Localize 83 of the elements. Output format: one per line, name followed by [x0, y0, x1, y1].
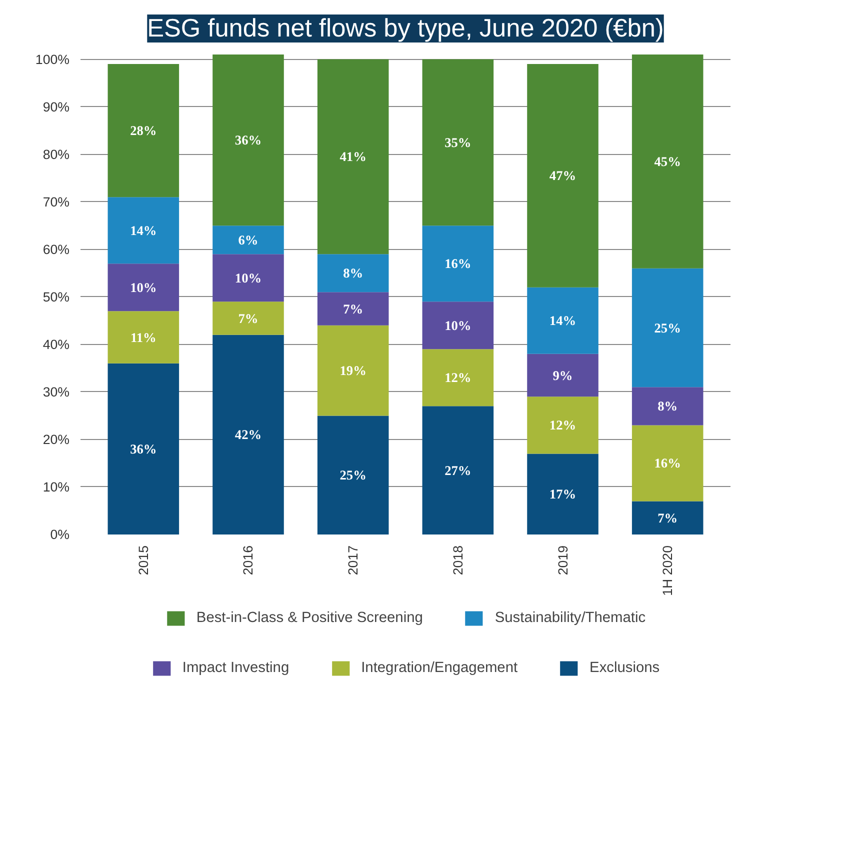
legend-label: Integration/Engagement [361, 660, 518, 676]
x-tick-label: 2015 [136, 545, 151, 576]
y-tick-label: 30% [42, 384, 70, 400]
bar [422, 406, 494, 534]
y-tick-label: 100% [35, 52, 70, 67]
data-label: 42% [234, 427, 262, 442]
data-label: 7% [343, 301, 364, 316]
bar [212, 226, 284, 254]
x-tick-label: 2019 [555, 545, 570, 576]
y-tick-label: 90% [42, 99, 70, 114]
bar [212, 334, 284, 534]
data-label: 28% [130, 123, 157, 138]
data-label: 27% [444, 462, 472, 478]
bar [527, 354, 598, 397]
y-tick-label: 60% [42, 242, 70, 257]
data-label: 16% [654, 456, 681, 471]
data-label: 11% [130, 330, 156, 345]
x-tick-label: 1H 2020 [660, 546, 676, 596]
bar [527, 396, 598, 454]
y-tick-label: 70% [42, 194, 70, 210]
data-label: 9% [552, 368, 573, 383]
data-label: 17% [549, 486, 576, 502]
bar [422, 226, 494, 302]
bar [632, 425, 704, 502]
bar [422, 302, 494, 350]
data-label: 12% [549, 418, 576, 433]
legend-label: Sustainability/Thematic [494, 610, 646, 626]
bar [317, 292, 389, 326]
data-label: 10% [130, 280, 157, 295]
bar [108, 363, 180, 534]
data-label: 41% [340, 149, 366, 164]
data-label: 35% [444, 134, 472, 150]
y-tick-label: 50% [42, 289, 70, 304]
data-label: 36% [234, 132, 262, 148]
data-label: 7% [658, 510, 678, 526]
bar [108, 311, 180, 364]
data-label: 36% [130, 441, 157, 456]
bar [317, 59, 389, 254]
data-label: 14% [549, 313, 576, 328]
data-label: 10% [444, 318, 472, 333]
bar [632, 268, 704, 388]
bar [108, 264, 180, 312]
legend-label: Exclusions [590, 660, 660, 676]
data-label: 47% [549, 168, 576, 184]
y-tick-label: 20% [42, 432, 70, 447]
bar [212, 254, 284, 302]
bar [212, 302, 284, 335]
bar [632, 387, 704, 426]
y-tick-label: 80% [42, 146, 70, 162]
legend-label: Impact Investing [182, 660, 290, 676]
bar [527, 287, 598, 354]
bar [632, 501, 704, 534]
y-tick-label: 40% [42, 336, 70, 352]
x-tick-label: 2016 [240, 545, 256, 576]
bar [108, 64, 180, 198]
bar [422, 59, 494, 226]
data-label: 25% [340, 468, 366, 483]
bar [108, 197, 180, 264]
data-label: 14% [130, 222, 157, 238]
data-label: 8% [343, 266, 364, 281]
chart-title: ESG funds net flows by type, June 2020 (€bn) [147, 14, 664, 42]
data-label: 45% [654, 154, 681, 169]
data-label: 16% [444, 256, 472, 272]
data-label: 25% [654, 320, 681, 336]
bar [422, 349, 494, 406]
y-tick-label: 10% [42, 479, 70, 494]
bar [527, 454, 598, 534]
data-label: 19% [340, 363, 366, 378]
bar [317, 254, 389, 292]
bar [527, 64, 598, 288]
data-label: 6% [238, 232, 258, 248]
x-tick-label: 2018 [450, 545, 466, 576]
data-label: 8% [658, 398, 678, 414]
bar [317, 325, 389, 416]
x-tick-label: 2017 [346, 545, 361, 576]
data-label: 12% [444, 370, 472, 386]
data-label: 7% [238, 310, 258, 326]
bar [632, 54, 704, 268]
legend-label: Best-in-Class & Positive Screening [196, 610, 423, 626]
bar [212, 54, 284, 226]
y-tick-label: 0% [50, 527, 70, 542]
data-label: 10% [234, 270, 262, 286]
bar [317, 416, 389, 534]
